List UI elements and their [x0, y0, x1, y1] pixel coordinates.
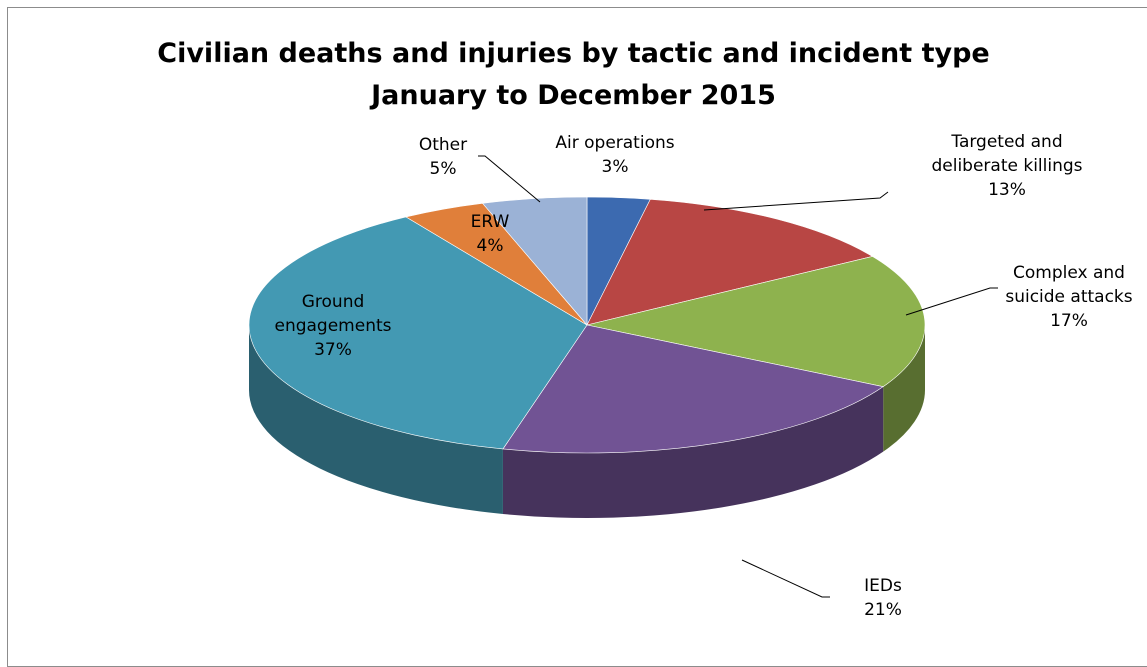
data-label-name: Other [419, 135, 467, 155]
slice-ieds [502, 324, 884, 454]
chart-title: Civilian deaths and injuries by tactic a… [157, 38, 990, 69]
data-label-name: Targeted and [950, 132, 1062, 152]
data-label-ieds: IEDs 21% [864, 576, 902, 620]
slice-complex-suicide-attacks [586, 256, 926, 387]
chart-subtitle: January to December 2015 [371, 80, 776, 111]
data-label-targeted-killings: Targeted and deliberate killings 13% [931, 132, 1082, 200]
data-label-name: Air operations [555, 133, 674, 153]
data-label-name: engagements [274, 316, 391, 336]
data-label-value: 5% [430, 159, 457, 179]
leader-line-targeted-killings [703, 191, 889, 211]
slice-side-ground-engagements [249, 325, 503, 514]
data-label-complex-suicide-attacks: Complex and suicide attacks 17% [1005, 263, 1132, 331]
data-label-value: 17% [1050, 311, 1088, 331]
data-label-erw: ERW 4% [471, 212, 510, 256]
data-label-name: IEDs [864, 576, 902, 596]
data-label-name: deliberate killings [931, 156, 1082, 176]
data-label-name: suicide attacks [1005, 287, 1132, 307]
slice-side-ieds [502, 386, 884, 518]
data-label-other: Other 5% [419, 135, 467, 179]
data-label-name: Ground [302, 292, 365, 312]
data-label-value: 3% [602, 157, 629, 177]
data-label-name: Complex and [1013, 263, 1125, 283]
slice-ground-engagements [248, 216, 588, 450]
data-label-ground-engagements: Ground engagements 37% [274, 292, 391, 360]
data-label-name: ERW [471, 212, 510, 232]
data-label-air-operations: Air operations 3% [555, 133, 674, 177]
data-label-value: 13% [988, 180, 1026, 200]
data-label-value: 21% [864, 600, 902, 620]
data-label-value: 37% [314, 340, 352, 360]
leader-line-ieds [741, 559, 830, 598]
leader-line-other [478, 155, 541, 203]
chart-title-block: Civilian deaths and injuries by tactic a… [0, 33, 1147, 117]
data-label-value: 4% [477, 236, 504, 256]
slice-other [481, 196, 588, 326]
slice-targeted-killings [586, 198, 874, 326]
leader-line-complex-suicide-attacks [905, 287, 998, 316]
